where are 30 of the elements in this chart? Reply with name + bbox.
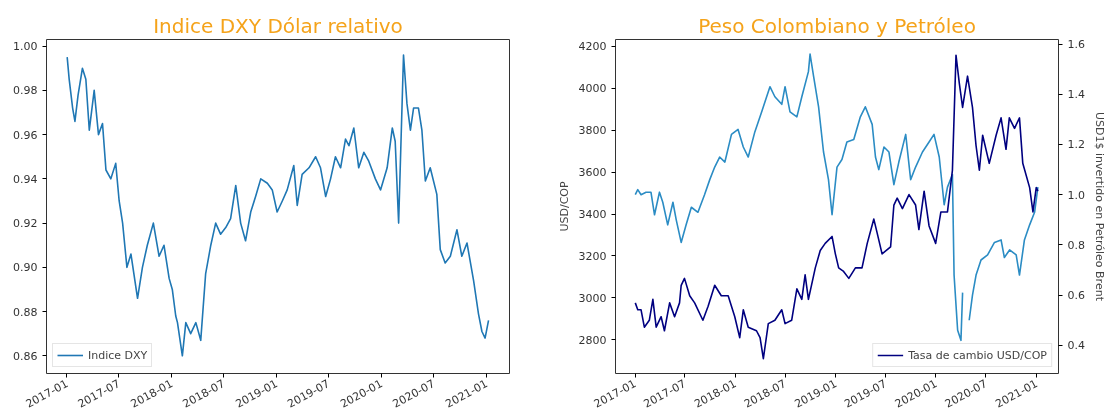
y-tick-label: 0.94 (13, 172, 38, 186)
y2-tick-label: 1.0 (1067, 188, 1085, 202)
y-tick-label: 4200 (578, 40, 607, 54)
y2-tick-label: 1.6 (1067, 38, 1085, 52)
y2-tick-label: 1.2 (1067, 138, 1085, 152)
line-series (66, 54, 490, 357)
y2-tick-label: 0.8 (1067, 238, 1085, 252)
chart-title: Peso Colombiano y Petróleo (698, 13, 976, 38)
y-tick-label: 3600 (578, 166, 607, 180)
chart-title: Indice DXY Dólar relativo (153, 13, 403, 38)
y-axis-title: USD/COP (557, 181, 571, 232)
y2-tick-label: 0.6 (1067, 289, 1085, 303)
y-tick-label: 2800 (578, 333, 607, 347)
legend-label: Tasa de cambio USD/COP (908, 348, 1047, 362)
y-tick-label: 3200 (578, 249, 607, 263)
y-tick-label: 0.86 (13, 349, 38, 363)
y-tick-label: 3400 (578, 208, 607, 222)
y2-tick-label: 1.4 (1067, 88, 1085, 102)
y-tick-label: 1.00 (13, 40, 38, 54)
legend-label: Indice DXY (88, 348, 148, 362)
y-tick-label: 3800 (578, 124, 607, 138)
y-tick-label: 0.96 (13, 128, 38, 142)
y2-axis-title: USD1$ invertido en Petróleo Brent (1092, 112, 1106, 302)
y-tick-label: 4000 (578, 82, 607, 96)
y-tick-label: 3000 (578, 291, 607, 305)
y-tick-label: 0.92 (13, 217, 38, 231)
y-tick-label: 0.90 (13, 261, 38, 275)
y-tick-label: 0.98 (13, 84, 38, 98)
y-tick-label: 0.88 (13, 305, 38, 319)
y2-tick-label: 0.4 (1067, 339, 1085, 353)
